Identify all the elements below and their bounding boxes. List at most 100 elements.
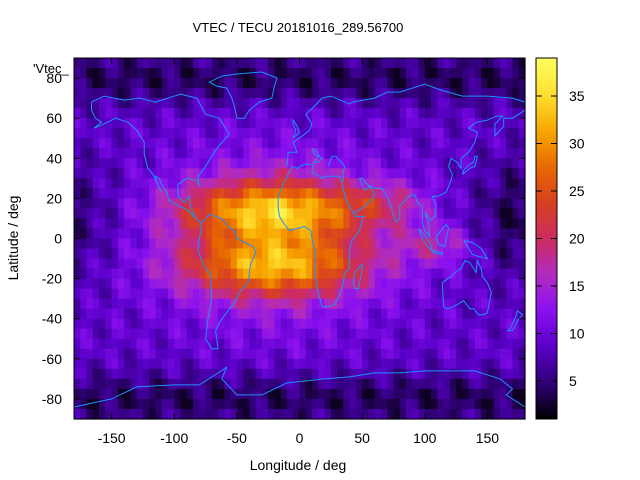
- heatmap-cell: [224, 268, 232, 280]
- heatmap-cell: [193, 178, 200, 189]
- heatmap-cell: [111, 298, 119, 310]
- heatmap-cell: [487, 138, 495, 149]
- heatmap-cell: [431, 408, 438, 420]
- heatmap-cell: [449, 238, 457, 250]
- heatmap-cell: [312, 268, 319, 280]
- heatmap-cell: [337, 198, 344, 210]
- heatmap-cell: [424, 178, 432, 189]
- heatmap-cell: [443, 348, 451, 360]
- heatmap-cell: [149, 238, 157, 250]
- heatmap-cell: [211, 298, 219, 310]
- heatmap-cell: [243, 218, 250, 230]
- heatmap-cell: [512, 108, 520, 119]
- heatmap-cell: [493, 108, 501, 119]
- heatmap-cell: [355, 348, 363, 360]
- heatmap-cell: [155, 88, 163, 99]
- heatmap-cell: [506, 348, 514, 360]
- heatmap-cell: [374, 358, 382, 370]
- heatmap-cell: [74, 248, 81, 260]
- heatmap-cell: [280, 308, 288, 320]
- heatmap-cell: [393, 188, 401, 199]
- heatmap-cell: [211, 328, 219, 340]
- heatmap-cell: [280, 238, 288, 250]
- heatmap-cell: [424, 368, 432, 380]
- heatmap-cell: [481, 208, 489, 220]
- heatmap-cell: [80, 108, 88, 119]
- heatmap-cell: [399, 358, 407, 370]
- heatmap-cell: [418, 138, 426, 149]
- heatmap-cell: [506, 188, 514, 199]
- heatmap-cell: [236, 408, 244, 420]
- heatmap-cell: [305, 228, 313, 240]
- heatmap-cell: [230, 218, 238, 230]
- heatmap-cell: [211, 238, 219, 250]
- heatmap-cell: [274, 148, 282, 159]
- heatmap-cell: [418, 238, 426, 250]
- heatmap-cell: [243, 188, 250, 199]
- heatmap-cell: [155, 128, 163, 139]
- heatmap-cell: [337, 168, 344, 179]
- heatmap-cell: [205, 168, 213, 179]
- heatmap-cell: [293, 68, 301, 79]
- heatmap-cell: [305, 138, 313, 149]
- heatmap-cell: [343, 238, 351, 250]
- heatmap-cell: [255, 388, 263, 400]
- heatmap-cell: [443, 58, 451, 69]
- heatmap-cell: [493, 388, 501, 400]
- heatmap-cell: [111, 278, 119, 290]
- heatmap-cell: [136, 318, 144, 330]
- heatmap-cell: [243, 258, 250, 270]
- colorbar-tick-label: 25: [569, 183, 585, 199]
- heatmap-cell: [393, 218, 401, 230]
- heatmap-cell: [161, 228, 169, 240]
- heatmap-cell: [337, 398, 344, 410]
- heatmap-cell: [193, 158, 200, 169]
- heatmap-cell: [449, 338, 457, 350]
- heatmap-cell: [324, 188, 332, 199]
- heatmap-cell: [211, 408, 219, 420]
- heatmap-cell: [255, 228, 263, 240]
- heatmap-cell: [224, 228, 232, 240]
- heatmap-cell: [105, 248, 113, 260]
- heatmap-cell: [399, 148, 407, 159]
- heatmap-cell: [249, 398, 257, 410]
- heatmap-cell: [80, 238, 88, 250]
- heatmap-cell: [274, 168, 282, 179]
- heatmap-cell: [387, 388, 395, 400]
- heatmap-cell: [468, 338, 476, 350]
- heatmap-cell: [312, 398, 319, 410]
- heatmap-cell: [299, 238, 307, 250]
- heatmap-cell: [518, 278, 526, 290]
- heatmap-cell: [412, 58, 420, 69]
- heatmap-cell: [180, 198, 188, 210]
- heatmap-cell: [149, 178, 157, 189]
- heatmap-cell: [468, 348, 476, 360]
- heatmap-cell: [481, 88, 489, 99]
- heatmap-cell: [236, 58, 244, 69]
- heatmap-cell: [456, 128, 463, 139]
- heatmap-cell: [443, 298, 451, 310]
- heatmap-cell: [224, 308, 232, 320]
- heatmap-cell: [142, 58, 150, 69]
- heatmap-cell: [74, 108, 81, 119]
- heatmap-cell: [506, 78, 514, 89]
- heatmap-cell: [493, 118, 501, 129]
- heatmap-cell: [211, 278, 219, 290]
- heatmap-cell: [99, 288, 106, 300]
- heatmap-cell: [387, 108, 395, 119]
- heatmap-cell: [224, 158, 232, 169]
- heatmap-cell: [330, 288, 338, 300]
- heatmap-cell: [230, 68, 238, 79]
- heatmap-cell: [105, 348, 113, 360]
- heatmap-cell: [355, 328, 363, 340]
- heatmap-cell: [224, 368, 232, 380]
- heatmap-cell: [174, 228, 182, 240]
- heatmap-cell: [230, 228, 238, 240]
- heatmap-cell: [280, 128, 288, 139]
- heatmap-cell: [355, 248, 363, 260]
- heatmap-cell: [343, 368, 351, 380]
- heatmap-cell: [193, 368, 200, 380]
- heatmap-cell: [299, 338, 307, 350]
- heatmap-cell: [506, 378, 514, 390]
- heatmap-cell: [362, 188, 369, 199]
